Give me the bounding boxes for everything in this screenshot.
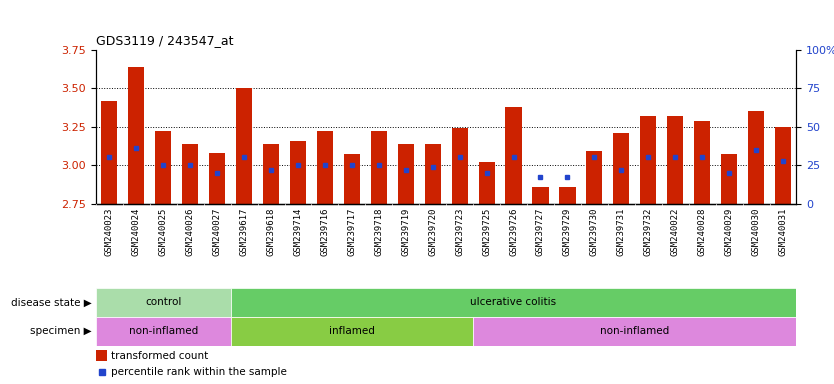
Text: GSM239714: GSM239714 (294, 208, 303, 256)
Bar (263, 144, 279, 204)
Bar (209, 153, 225, 204)
Text: GSM240023: GSM240023 (105, 208, 114, 256)
Bar (96, 288, 231, 317)
Text: disease state ▶: disease state ▶ (11, 297, 92, 308)
Text: GSM239726: GSM239726 (509, 208, 518, 256)
Bar (532, 187, 549, 204)
Text: GSM240029: GSM240029 (725, 208, 734, 256)
Text: ulcerative colitis: ulcerative colitis (470, 297, 556, 308)
Bar (317, 131, 333, 204)
Bar (586, 151, 602, 204)
Bar (96, 350, 107, 361)
Bar (398, 144, 414, 204)
Text: inflamed: inflamed (329, 326, 374, 336)
Bar (425, 144, 441, 204)
Text: transformed count: transformed count (111, 351, 208, 361)
Bar (613, 133, 630, 204)
Text: GSM240031: GSM240031 (778, 208, 787, 256)
Text: GSM239725: GSM239725 (482, 208, 491, 256)
Bar (96, 317, 231, 346)
Text: GSM239729: GSM239729 (563, 208, 572, 256)
Bar (290, 141, 306, 204)
Bar (560, 187, 575, 204)
Bar (128, 67, 144, 204)
Bar (667, 116, 683, 204)
Bar (748, 111, 764, 204)
Bar (479, 162, 495, 204)
Text: non-inflamed: non-inflamed (600, 326, 670, 336)
Text: GSM240028: GSM240028 (698, 208, 706, 256)
Text: GSM239720: GSM239720 (428, 208, 437, 256)
Text: GSM240026: GSM240026 (186, 208, 194, 256)
Bar (451, 128, 468, 204)
Text: GSM240022: GSM240022 (671, 208, 680, 256)
Text: GSM239732: GSM239732 (644, 208, 653, 256)
Bar (371, 131, 387, 204)
Text: GSM239617: GSM239617 (239, 208, 249, 256)
Text: GSM240030: GSM240030 (751, 208, 761, 256)
Text: GSM239719: GSM239719 (401, 208, 410, 256)
Text: GSM239730: GSM239730 (590, 208, 599, 256)
Bar (721, 154, 737, 204)
Bar (775, 127, 791, 204)
Bar (236, 88, 252, 204)
Bar (155, 131, 171, 204)
Bar (694, 121, 711, 204)
Text: GSM239716: GSM239716 (320, 208, 329, 256)
Text: GSM239723: GSM239723 (455, 208, 465, 256)
Bar (231, 317, 473, 346)
Text: GSM239718: GSM239718 (374, 208, 384, 256)
Bar (231, 288, 796, 317)
Text: GSM240027: GSM240027 (213, 208, 222, 256)
Bar (505, 107, 521, 204)
Text: GSM239727: GSM239727 (536, 208, 545, 256)
Text: GSM239618: GSM239618 (267, 208, 275, 256)
Text: non-inflamed: non-inflamed (128, 326, 198, 336)
Bar (182, 144, 198, 204)
Text: GSM239717: GSM239717 (348, 208, 356, 256)
Text: GSM239731: GSM239731 (617, 208, 626, 256)
Bar (641, 116, 656, 204)
Text: GDS3119 / 243547_at: GDS3119 / 243547_at (96, 34, 234, 47)
Text: GSM240024: GSM240024 (132, 208, 141, 256)
Bar (473, 317, 796, 346)
Bar (101, 101, 118, 204)
Text: control: control (145, 297, 182, 308)
Text: percentile rank within the sample: percentile rank within the sample (111, 367, 287, 377)
Text: specimen ▶: specimen ▶ (30, 326, 92, 336)
Text: GSM240025: GSM240025 (158, 208, 168, 256)
Bar (344, 154, 360, 204)
